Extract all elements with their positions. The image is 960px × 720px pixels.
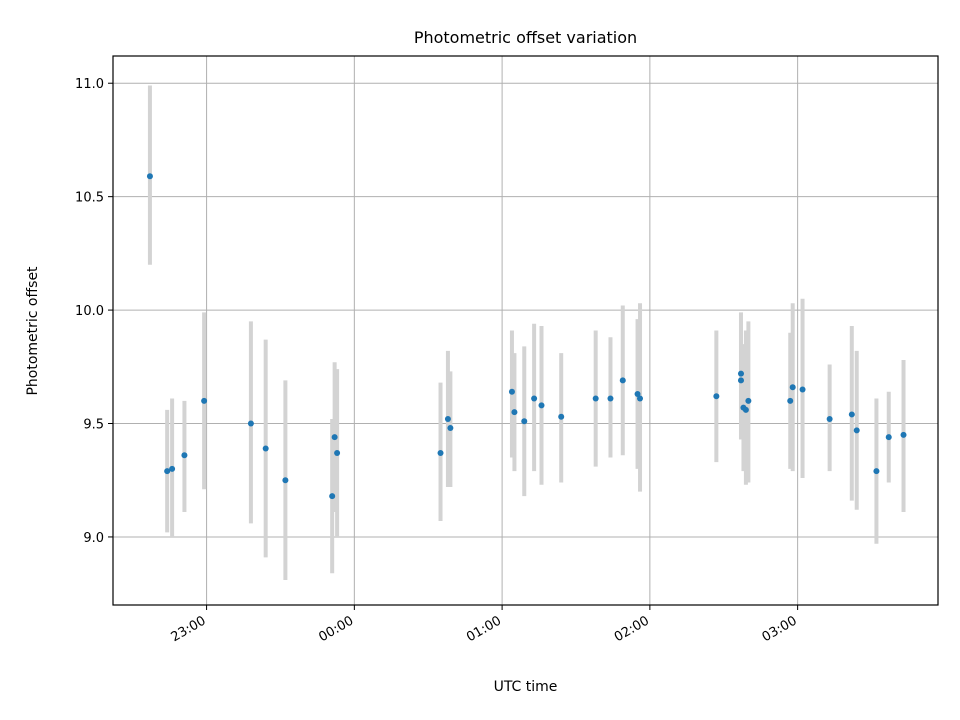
data-point xyxy=(331,434,338,441)
data-point xyxy=(247,420,254,427)
y-tick-label: 11.0 xyxy=(75,77,104,92)
data-point xyxy=(607,395,614,402)
chart-title: Photometric offset variation xyxy=(414,28,637,47)
data-point xyxy=(848,411,855,418)
data-point xyxy=(737,370,744,377)
data-point xyxy=(169,465,176,472)
data-point xyxy=(181,452,188,459)
data-point xyxy=(853,427,860,434)
data-point xyxy=(745,397,752,404)
data-point xyxy=(511,409,518,416)
data-point xyxy=(742,406,749,413)
y-tick-label: 10.5 xyxy=(75,191,104,206)
data-point xyxy=(201,397,208,404)
data-point xyxy=(444,415,451,422)
plot-frame xyxy=(112,55,939,606)
data-point xyxy=(262,445,269,452)
data-point xyxy=(164,468,171,475)
data-point xyxy=(826,415,833,422)
data-point xyxy=(799,386,806,393)
data-point xyxy=(334,450,341,457)
data-point xyxy=(531,395,538,402)
y-axis-label: Photometric offset xyxy=(25,266,41,396)
data-point xyxy=(885,434,892,441)
data-point xyxy=(447,425,454,432)
data-points xyxy=(146,173,907,500)
data-point xyxy=(737,377,744,384)
data-point xyxy=(637,395,644,402)
data-point xyxy=(873,468,880,475)
data-point xyxy=(900,431,907,438)
y-tick-label: 10.0 xyxy=(75,304,104,319)
y-tick-label: 9.0 xyxy=(83,531,104,546)
data-point xyxy=(437,450,444,457)
data-point xyxy=(521,418,528,425)
data-point xyxy=(146,173,153,180)
data-point xyxy=(789,384,796,391)
data-point xyxy=(538,402,545,409)
data-point xyxy=(329,493,336,500)
data-point xyxy=(787,397,794,404)
y-tick-label: 9.5 xyxy=(83,418,104,433)
data-point xyxy=(282,477,289,484)
data-point xyxy=(619,377,626,384)
x-axis-label: UTC time xyxy=(494,679,558,695)
data-point xyxy=(634,391,641,398)
data-point xyxy=(508,388,515,395)
data-point xyxy=(713,393,720,400)
data-point xyxy=(558,413,565,420)
data-point xyxy=(592,395,599,402)
